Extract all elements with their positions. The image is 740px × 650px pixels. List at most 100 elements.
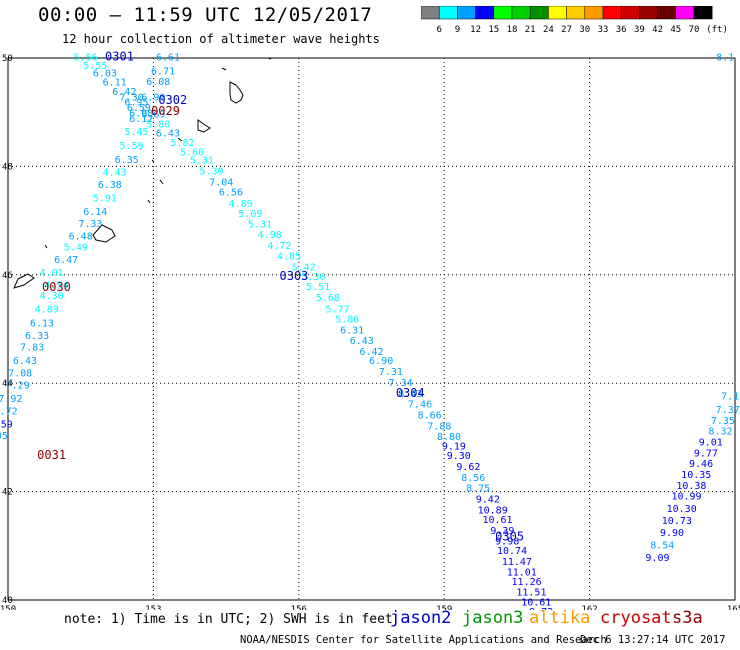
swh-value-label: 7.33 (78, 219, 102, 230)
swh-value-label: 6.90 (369, 356, 393, 367)
swh-value-label: 9.01 (699, 438, 723, 449)
swh-value-label: 4.85 (277, 252, 301, 263)
page-subtitle: 12 hour collection of altimeter wave hei… (62, 32, 380, 46)
swh-value-label: 4.54 (44, 280, 68, 291)
swh-value-label: 6.71 (151, 66, 175, 77)
swh-value-label: 7.83 (20, 343, 44, 354)
swh-value-label: 10.89 (478, 505, 508, 516)
data-points: 5.565.556.036.116.427.306.956.596.986.12… (0, 53, 740, 610)
swh-value-label: 7.34 (389, 378, 413, 389)
swh-value-label: 6.42 (112, 87, 136, 98)
colorbar-tick-label: 12 (470, 25, 481, 35)
swh-value-label: 5.30 (200, 167, 224, 178)
swh-value-label: 10.73 (662, 516, 692, 527)
swh-value-label: 7.72 (0, 407, 18, 418)
swh-value-label: 6.42 (359, 347, 383, 358)
colorbar-tick-label: 27 (561, 25, 572, 35)
swh-value-label: 8.32 (708, 427, 732, 438)
swh-value-label: 6.08 (146, 77, 170, 88)
swh-value-label: 8.80 (437, 432, 461, 443)
swh-value-label: 10.61 (521, 597, 551, 608)
swh-value-label: 5.45 (124, 127, 148, 138)
swh-value-label: 10.74 (497, 546, 527, 557)
swh-value-label: 5.68 (316, 293, 340, 304)
swh-value-label: 7.37 (716, 405, 740, 416)
legend-s3a: s3a (672, 608, 703, 628)
credit-line: NOAA/NESDIS Center for Satellite Applica… (240, 634, 607, 646)
x-tick-label: 150 (0, 605, 16, 610)
credit-timestamp: Dec 6 13:27:14 UTC 2017 (580, 634, 726, 646)
swh-value-label: 9.98 (495, 537, 519, 548)
colorbar-tick-label: 18 (507, 25, 518, 35)
swh-value-label: 5.49 (64, 242, 88, 253)
x-tick-label: 159 (436, 605, 452, 610)
swh-value-label: 5.36 (301, 272, 325, 283)
colorbar-tick-label: 15 (488, 25, 499, 35)
swh-value-label: 7.04 (209, 177, 233, 188)
plot-frame (7, 57, 736, 601)
swh-value-label: 10.99 (671, 492, 701, 503)
swh-value-label: 7.29 (6, 381, 30, 392)
swh-value-label: 5.80 (146, 119, 170, 130)
footer-note: note: 1) Time is in UTC; 2) SWH is in fe… (64, 612, 393, 627)
swh-value-label: 6.33 (25, 331, 49, 342)
swh-value-label: 6.12 (129, 114, 153, 125)
swh-value-label: 4.72 (267, 241, 291, 252)
swh-value-label: 4.89 (229, 199, 253, 210)
y-tick-label: 42 (2, 488, 13, 498)
swh-value-label: 7.92 (0, 394, 22, 405)
colorbar-tick-label: 6 (436, 25, 441, 35)
swh-value-label: 8.75 (466, 484, 490, 495)
swh-value-label: 9.59 (0, 420, 13, 431)
pass-time-label: 0301 (105, 50, 134, 64)
swh-value-label: 6.03 (93, 68, 117, 79)
legend-jason2: jason2 (390, 608, 452, 628)
wave-height-map: 150153156159162165404244464850 5.565.556… (0, 50, 740, 610)
y-tick-label: 48 (2, 162, 13, 172)
x-tick-label: 162 (581, 605, 597, 610)
swh-value-label: 5.42 (292, 262, 316, 273)
pass-time-label: 0304 (396, 386, 425, 400)
swh-value-label: 6.48 (69, 232, 93, 243)
swh-value-label: 9.77 (694, 448, 718, 459)
colorbar-tick-label: 42 (652, 25, 663, 35)
colorbar-tick-label: 36 (616, 25, 627, 35)
swh-value-label: 4.30 (40, 291, 64, 302)
swh-value-label: 5.31 (248, 220, 272, 231)
x-tick-label: 156 (291, 605, 307, 610)
swh-value-label: 5.55 (83, 61, 107, 72)
swh-value-label: 8.05 (0, 431, 8, 442)
swh-value-label: 5.91 (93, 194, 117, 205)
colorbar-tick-label: 9 (455, 25, 460, 35)
swh-value-label: 6.69 (141, 110, 165, 121)
pass-time-label: 0305 (495, 529, 524, 543)
swh-value-label: 5.31 (190, 156, 214, 167)
swh-value-label: 7.31 (379, 367, 403, 378)
swh-value-label: 5.59 (120, 141, 144, 152)
swh-value-label: 9.30 (447, 451, 471, 462)
swh-value-label: 6.47 (54, 255, 78, 266)
swh-value-label: 8.54 (650, 541, 674, 552)
swh-value-label: 9.90 (660, 528, 684, 539)
y-tick-label: 50 (2, 54, 13, 64)
swh-value-label: 6.98 (129, 109, 153, 120)
pass-time-label: 0030 (42, 280, 71, 294)
swh-value-label: 9.39 (490, 526, 514, 537)
swh-value-label: 6.90 (141, 92, 165, 103)
swh-value-label: 6.59 (127, 103, 151, 114)
swh-value-label: 5.09 (238, 209, 262, 220)
swh-value-label: 6.11 (103, 78, 127, 89)
x-tick-label: 165 (727, 605, 740, 610)
swh-value-label: 6.38 (98, 180, 122, 191)
swh-value-label: 9.19 (442, 441, 466, 452)
y-tick-label: 46 (2, 271, 13, 281)
pass-time-label: 0302 (158, 93, 187, 107)
swh-value-label: 6.14 (83, 207, 107, 218)
swh-value-label: 10.30 (667, 504, 697, 515)
swh-value-label: 10.35 (681, 470, 711, 481)
colorbar-tick-label: 70 (689, 25, 700, 35)
swh-value-label: 6.13 (30, 318, 54, 329)
colorbar-tick-label: 21 (525, 25, 536, 35)
swh-value-label: 5.82 (170, 138, 194, 149)
swh-value-label: 6.35 (115, 155, 139, 166)
